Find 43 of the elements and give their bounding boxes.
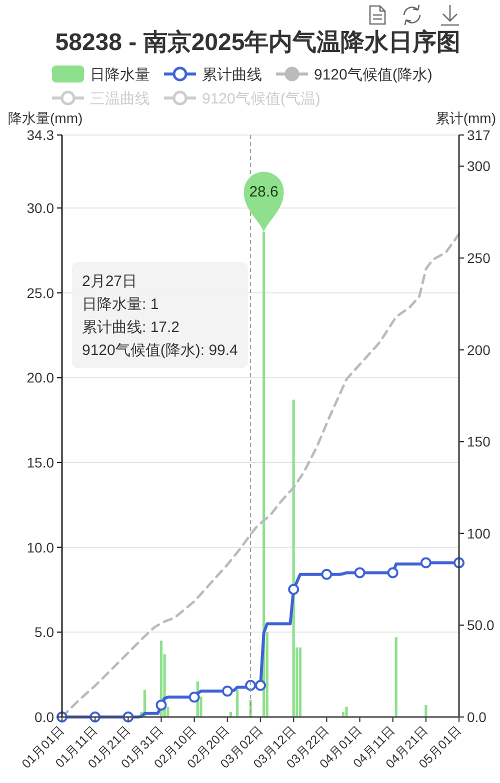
legend-label: 9120气候值(降水) (314, 66, 432, 84)
annotation: 2月27日 (82, 273, 138, 290)
y2-tick-label: 317 (467, 127, 491, 143)
annotation: 28.6 (249, 184, 278, 201)
annotation: 9120气候值(降水): 99.4 (82, 342, 238, 359)
y-tick-label: 15.0 (26, 454, 54, 470)
y-tick-label: 25.0 (26, 284, 54, 301)
point (222, 686, 233, 697)
y2-tick-label: 200 (467, 342, 491, 358)
bar (345, 706, 348, 717)
point (321, 568, 332, 580)
legend-label: 累计曲线 (202, 66, 262, 84)
y2-tick-label: 50.0 (467, 617, 494, 634)
y-axis-title: 降水量(mm) (8, 110, 83, 126)
y2-tick-label: 300 (467, 158, 491, 174)
y2-axis-title: 累计(mm) (435, 110, 496, 126)
y-tick-label: 30.0 (26, 200, 54, 216)
y2-tick-label: 150 (467, 434, 491, 450)
point (387, 567, 398, 578)
annotation: 日降水量: 1 (82, 296, 159, 313)
point (288, 584, 300, 595)
point (245, 680, 256, 691)
chart-title: 58238 - 南京2025年内气温降水日序图 (55, 29, 461, 56)
point (255, 680, 266, 691)
y-tick-label: 10.0 (26, 539, 54, 556)
bar (298, 647, 302, 717)
point (156, 700, 167, 711)
y2-tick-label: 0.0 (467, 709, 487, 725)
annotation: 累计曲线: 17.2 (82, 319, 180, 336)
y-tick-label: 20.0 (26, 370, 54, 386)
y-tick-label: 0.0 (34, 709, 54, 725)
legend-label: 日降水量 (90, 66, 150, 84)
bar (424, 705, 428, 717)
y2-tick-label: 250 (467, 250, 491, 266)
point (354, 567, 366, 578)
y2-tick-label: 100 (467, 525, 491, 542)
annotation: 28.6 (244, 172, 284, 232)
point (188, 692, 200, 703)
point (420, 557, 432, 568)
y-tick-label: 34.3 (26, 127, 54, 143)
bar (236, 690, 239, 717)
y-tick-label: 5.0 (34, 624, 54, 640)
bar (394, 637, 398, 717)
